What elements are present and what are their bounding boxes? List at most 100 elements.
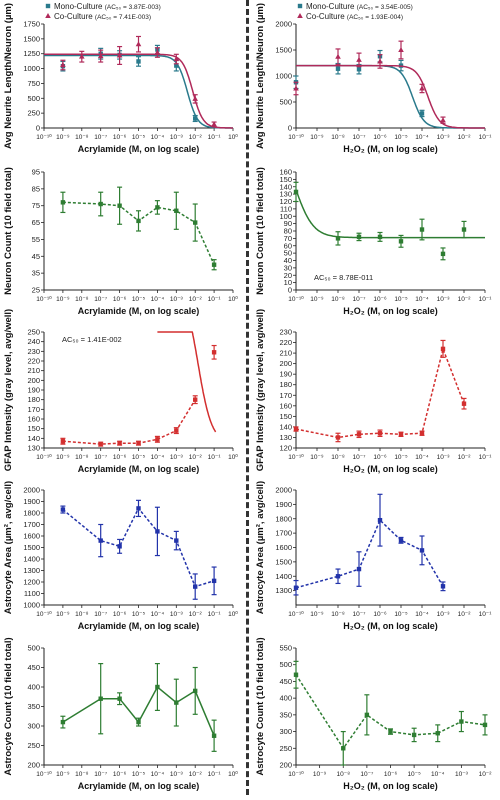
x-tick-label: 10⁻⁶ [373,134,387,141]
series-group [44,35,233,129]
data-point [293,85,299,91]
x-tick-label: 10⁻⁵ [394,296,408,303]
chart-svg: 200 250 300 350 400 450 500 10⁻¹⁰ 10⁻⁹ 10⁻⁸ 10⁻⁷ 10… [3,637,238,791]
series-group [293,339,467,443]
x-tick-label: 10⁻⁷ [94,134,108,141]
y-tick-label: 200 [279,359,292,368]
data-point [377,431,383,436]
x-tick-label: 10⁻⁷ [94,454,108,461]
data-point [173,56,180,62]
x-tick-label: 10⁻⁶ [113,771,127,778]
y-tick-label: 110 [280,204,292,213]
y-tick-label: 150 [279,175,292,184]
data-point [117,203,122,208]
x-tick-label: 10⁻¹ [208,771,222,778]
data-point [377,58,383,64]
x-tick-label: 10⁻⁸ [331,611,345,618]
y-tick-label: 230 [27,347,40,356]
x-tick-label: 10⁻⁵ [394,611,408,618]
data-point [440,117,446,123]
x-tick-label: 10⁻⁸ [331,134,345,141]
y-tick-label: 350 [27,702,40,711]
data-point [60,719,66,725]
series-line [62,685,215,737]
data-point [335,66,341,71]
data-point [98,201,103,207]
legend-label: Mono-Culture (AC₅₀ = 3.54E-005) [306,2,413,11]
fit-curve [44,53,233,129]
series-line [295,674,486,750]
legend-marker [45,13,51,18]
y-tick-label: 250 [27,741,40,750]
x-tick-label: 10⁻⁷ [352,454,366,461]
data-point [293,672,299,677]
x-tick-label: 10⁻⁸ [331,296,345,303]
data-point [193,584,198,589]
y-tick-label: 65 [32,218,40,227]
x-tick-label: 10⁻⁷ [94,296,108,303]
y-axis-label: GFAP Intensity (gray level, avg/well) [3,309,14,471]
ac50-annotation: AC₅₀ = 1.41E-002 [62,335,122,344]
x-tick-label: 10⁻¹⁰ [36,133,52,141]
x-tick-label: 10⁻⁶ [384,771,398,778]
series-group [60,395,198,447]
x-tick-label: 10⁻² [189,134,203,141]
series-line [295,346,465,439]
x-axis-label: H₂O₂ (M, on log scale) [343,144,438,154]
y-tick-label: 2000 [275,20,292,29]
data-point [461,227,467,232]
data-point [135,41,142,47]
series-line [62,507,215,588]
y-tick-label: 1500 [275,557,292,566]
y-tick-label: 500 [27,644,40,653]
x-tick-label: 10⁻⁷ [94,771,108,778]
y-tick-label: 1900 [275,500,292,509]
x-tick-label: 10⁻⁴ [415,134,429,141]
data-point [174,538,179,543]
data-point [154,49,161,55]
chart-svg: 200 250 300 350 400 450 500 550 10⁻¹⁰ 10⁻⁹ 10⁻⁸ 10⁻… [255,637,492,791]
x-tick-label: 10⁻⁵ [132,296,146,303]
y-tick-label: 450 [279,677,292,686]
neurite-length-h2o2-chart: 0 500 1000 1500 2000 10⁻¹⁰ 10⁻⁹ 10⁻⁸ 10⁻⁷ 10⁻⁶ 10⁻… [252,0,497,158]
x-axis-label: Acrylamide (M, on log scale) [78,306,200,316]
data-point [174,428,179,433]
data-point [388,729,393,734]
y-tick-label: 1600 [275,543,292,552]
y-tick-label: 60 [284,241,292,250]
data-point [211,350,217,355]
ac50-annotation: AC₅₀ = 8.78E-011 [314,273,373,282]
x-tick-label: 10⁻⁸ [75,771,89,778]
y-tick-label: 1800 [275,514,292,523]
y-tick-label: 130 [279,433,292,442]
chart-svg: 0 500 1000 1500 2000 10⁻¹⁰ 10⁻⁹ 10⁻⁸ 10⁻⁷ 10⁻⁶ 10⁻… [255,2,492,154]
chart-svg: 12013014015016017018019020021022023010⁻¹… [255,309,492,474]
x-tick-label: 10⁻⁶ [113,611,127,618]
chart-svg: 25 35 45 55 65 75 85 95 10⁻¹⁰ 10⁻⁹ 10⁻⁸ 10⁻⁷ 10⁻⁶ 10⁻… [3,167,238,316]
data-point [60,200,66,205]
y-tick-label: 210 [27,366,40,375]
chart-svg: 1000 1100 1200 1300 1400 1500 1600 1700 1800 1900… [3,481,238,631]
data-point [356,566,362,572]
y-tick-label: 1100 [24,589,40,598]
y-tick-label: 0 [36,124,40,133]
series-group [44,44,233,129]
x-tick-label: 10⁻¹⁰ [36,453,52,461]
data-point [60,507,66,512]
data-point [98,696,103,701]
data-point [398,538,404,543]
data-point [116,52,123,58]
y-tick-label: 2000 [23,486,40,495]
x-tick-label: 10⁻² [189,611,203,618]
y-tick-label: 70 [284,234,292,243]
data-point [193,688,198,694]
data-point [440,251,446,257]
y-tick-label: 1000 [23,601,40,610]
y-tick-label: 200 [27,761,40,770]
x-tick-label: 10⁻⁹ [310,611,324,618]
x-tick-label: 10⁻⁴ [151,454,165,461]
x-tick-label: 10⁻⁶ [113,134,127,141]
x-tick-label: 10⁻⁵ [407,771,421,778]
legend-marker [297,13,303,18]
x-tick-label: 10⁻⁹ [56,454,70,461]
